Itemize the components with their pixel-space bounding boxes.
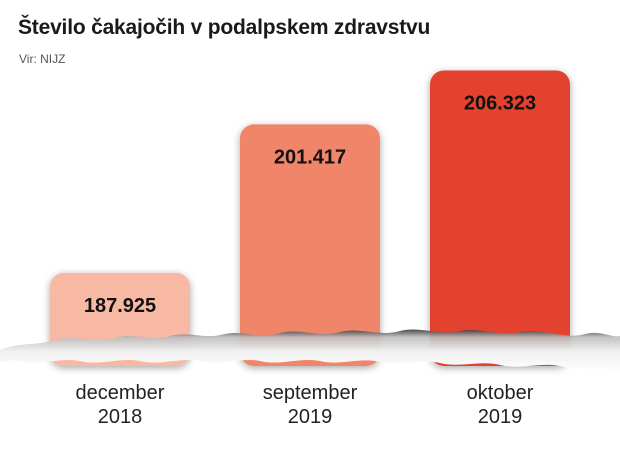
snow-ground-decoration [0,329,620,372]
category-label-0-1: 2018 [98,406,143,428]
category-label-2-1: 2019 [478,406,523,428]
category-label-2-0: oktober [467,382,534,404]
value-label-2: 206.323 [464,92,536,114]
value-label-1: 201.417 [274,146,346,168]
bar-2 [430,70,570,367]
chart-title: Število čakajočih v podalpskem zdravstvu [18,16,431,39]
chart-source: Vir: NIJZ [19,52,66,66]
category-label-0-0: december [76,382,165,404]
bar-1 [240,124,380,367]
bars-layer: 187.925 201.417 206.323 [50,70,570,367]
category-label-1-1: 2019 [288,406,333,428]
category-label-1-0: september [263,382,358,404]
value-label-0: 187.925 [84,295,156,317]
